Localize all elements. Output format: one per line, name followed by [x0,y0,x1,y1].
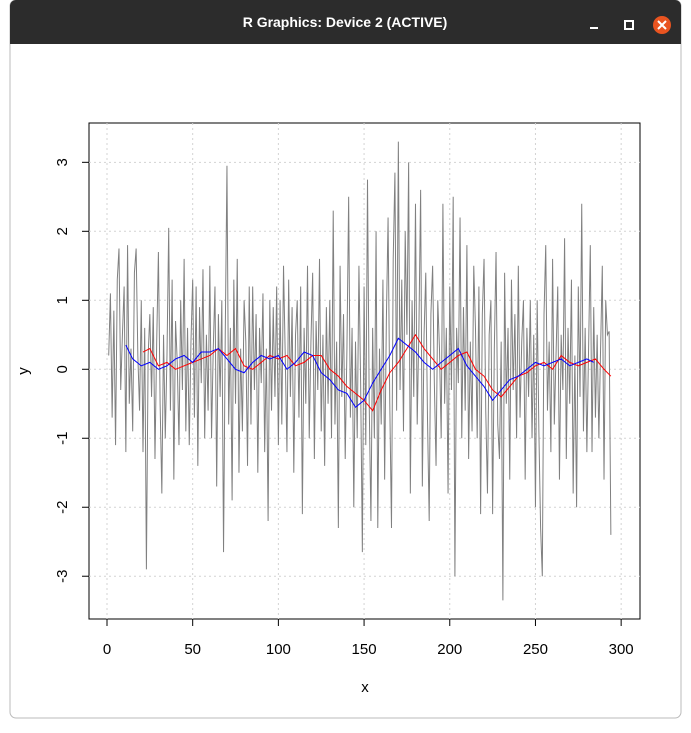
y-axis-label: y [15,367,32,375]
window-frame [9,0,682,719]
x-tick-label: 300 [609,641,634,658]
data-line [108,141,612,601]
y-tick-label: -2 [54,501,71,514]
minimize-button[interactable] [590,27,598,29]
x-tick-label: 250 [523,641,548,658]
x-tick-label: 100 [266,641,291,658]
close-button[interactable] [653,16,671,34]
y-tick-label: 2 [54,227,71,235]
x-tick-label: 50 [184,641,201,658]
y-tick-label: -3 [54,570,71,583]
data-line [125,337,594,408]
maximize-button[interactable] [624,20,634,30]
y-tick-label: 0 [54,365,71,373]
y-tick-label: 3 [54,158,71,166]
title-bar [10,0,681,44]
x-axis-label: x [361,679,369,696]
x-tick-label: 150 [352,641,377,658]
window-title: R Graphics: Device 2 (ACTIVE) [243,14,448,30]
x-tick-label: 200 [437,641,462,658]
y-tick-label: 1 [54,296,71,304]
x-tick-label: 0 [103,641,111,658]
y-tick-label: -1 [54,432,71,445]
